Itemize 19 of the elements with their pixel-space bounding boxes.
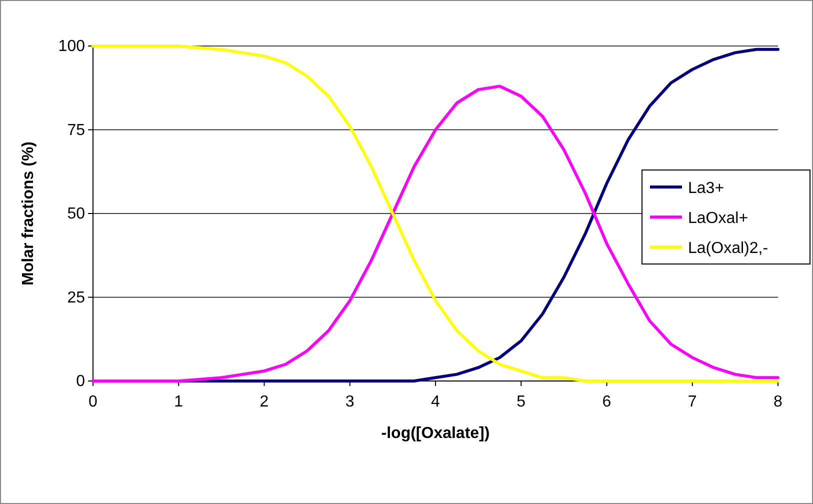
x-tick-label: 6 xyxy=(602,394,612,411)
y-tick-label: 0 xyxy=(76,373,86,390)
x-axis-title: -log([Oxalate]) xyxy=(381,425,490,442)
legend-label: La(Oxal)2,- xyxy=(688,240,768,257)
y-axis-title: Molar fractions (%) xyxy=(20,141,37,286)
x-tick-label: 2 xyxy=(260,394,269,411)
x-tick-label: 3 xyxy=(345,394,354,411)
legend-label: La3+ xyxy=(688,180,724,197)
y-tick-label: 25 xyxy=(67,289,86,306)
x-tick-label: 4 xyxy=(431,394,440,411)
y-tick-label: 75 xyxy=(67,122,86,139)
y-tick-label: 50 xyxy=(67,206,86,223)
x-tick-label: 1 xyxy=(174,394,184,411)
x-tick-label: 5 xyxy=(516,394,526,411)
x-tick-label: 7 xyxy=(688,394,697,411)
x-tick-label: 0 xyxy=(88,394,98,411)
y-tick-label: 100 xyxy=(58,38,86,56)
x-tick-label: 8 xyxy=(774,394,783,411)
legend-label: LaOxal+ xyxy=(688,210,748,227)
